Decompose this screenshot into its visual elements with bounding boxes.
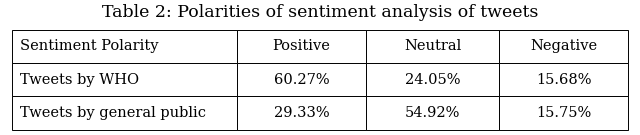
Bar [499,96,628,130]
Text: 24.05%: 24.05% [405,73,460,87]
Text: 54.92%: 54.92% [405,106,460,120]
Text: Neutral: Neutral [404,39,461,53]
Bar [12,96,237,130]
Bar [237,30,366,63]
Text: Sentiment Polarity: Sentiment Polarity [20,39,158,53]
Bar [237,96,366,130]
Bar [499,30,628,63]
Text: Table 2: Polarities of sentiment analysis of tweets: Table 2: Polarities of sentiment analysi… [102,4,538,21]
Bar [237,63,366,96]
Text: Tweets by WHO: Tweets by WHO [20,73,139,87]
Bar [12,30,237,63]
Bar [366,96,499,130]
Text: 15.68%: 15.68% [536,73,591,87]
Bar [499,63,628,96]
Bar [12,63,237,96]
Text: 60.27%: 60.27% [274,73,330,87]
Bar [366,30,499,63]
Text: Negative: Negative [530,39,597,53]
Text: Tweets by general public: Tweets by general public [20,106,206,120]
Text: 29.33%: 29.33% [274,106,330,120]
Bar [366,63,499,96]
Text: Positive: Positive [273,39,330,53]
Text: 15.75%: 15.75% [536,106,591,120]
